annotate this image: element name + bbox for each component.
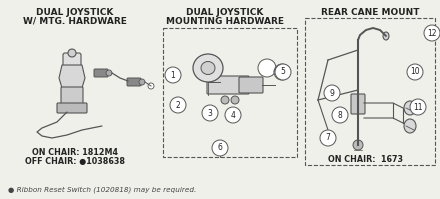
Text: 4: 4 bbox=[231, 110, 235, 120]
Text: 7: 7 bbox=[326, 134, 330, 142]
Circle shape bbox=[202, 105, 218, 121]
Ellipse shape bbox=[404, 119, 416, 133]
Circle shape bbox=[212, 140, 228, 156]
Ellipse shape bbox=[201, 61, 215, 74]
Circle shape bbox=[424, 25, 440, 41]
Text: 8: 8 bbox=[337, 110, 342, 120]
Circle shape bbox=[68, 49, 76, 57]
Text: 10: 10 bbox=[410, 67, 420, 76]
Text: 11: 11 bbox=[413, 102, 423, 111]
FancyBboxPatch shape bbox=[57, 103, 87, 113]
Polygon shape bbox=[59, 65, 85, 88]
Text: DUAL JOYSTICK: DUAL JOYSTICK bbox=[37, 8, 114, 17]
FancyBboxPatch shape bbox=[61, 87, 83, 109]
Ellipse shape bbox=[383, 32, 389, 40]
Circle shape bbox=[221, 96, 229, 104]
Circle shape bbox=[320, 130, 336, 146]
Circle shape bbox=[410, 99, 426, 115]
Text: 12: 12 bbox=[427, 28, 437, 37]
Circle shape bbox=[324, 85, 340, 101]
Text: MOUNTING HARDWARE: MOUNTING HARDWARE bbox=[166, 17, 284, 26]
Text: REAR CANE MOUNT: REAR CANE MOUNT bbox=[321, 8, 419, 17]
Text: ON CHAIR: 1812M4: ON CHAIR: 1812M4 bbox=[32, 148, 118, 157]
Ellipse shape bbox=[404, 101, 416, 115]
Text: 2: 2 bbox=[176, 100, 180, 109]
Circle shape bbox=[165, 67, 181, 83]
Ellipse shape bbox=[193, 54, 223, 82]
FancyBboxPatch shape bbox=[239, 77, 263, 93]
Text: W/ MTG. HARDWARE: W/ MTG. HARDWARE bbox=[23, 17, 127, 26]
Text: 6: 6 bbox=[217, 143, 223, 152]
FancyBboxPatch shape bbox=[351, 94, 365, 114]
Text: 9: 9 bbox=[330, 89, 334, 98]
Text: 3: 3 bbox=[208, 108, 213, 117]
FancyBboxPatch shape bbox=[207, 76, 249, 94]
Circle shape bbox=[106, 70, 112, 76]
Circle shape bbox=[139, 79, 145, 85]
Text: ON CHAIR:  1673: ON CHAIR: 1673 bbox=[327, 155, 403, 164]
FancyBboxPatch shape bbox=[63, 53, 81, 67]
Text: 1: 1 bbox=[171, 70, 176, 79]
Circle shape bbox=[148, 83, 154, 89]
Text: DUAL JOYSTICK: DUAL JOYSTICK bbox=[186, 8, 264, 17]
Text: 5: 5 bbox=[281, 67, 286, 76]
Circle shape bbox=[225, 107, 241, 123]
Circle shape bbox=[170, 97, 186, 113]
Circle shape bbox=[231, 96, 239, 104]
Circle shape bbox=[258, 59, 276, 77]
Text: ● Ribbon Reset Switch (1020818) may be required.: ● Ribbon Reset Switch (1020818) may be r… bbox=[8, 186, 196, 193]
Circle shape bbox=[274, 64, 290, 80]
Circle shape bbox=[275, 64, 291, 80]
Circle shape bbox=[353, 140, 363, 150]
Circle shape bbox=[407, 64, 423, 80]
FancyBboxPatch shape bbox=[127, 78, 141, 86]
Circle shape bbox=[332, 107, 348, 123]
FancyBboxPatch shape bbox=[94, 69, 108, 77]
Text: OFF CHAIR: ●1038638: OFF CHAIR: ●1038638 bbox=[25, 157, 125, 166]
